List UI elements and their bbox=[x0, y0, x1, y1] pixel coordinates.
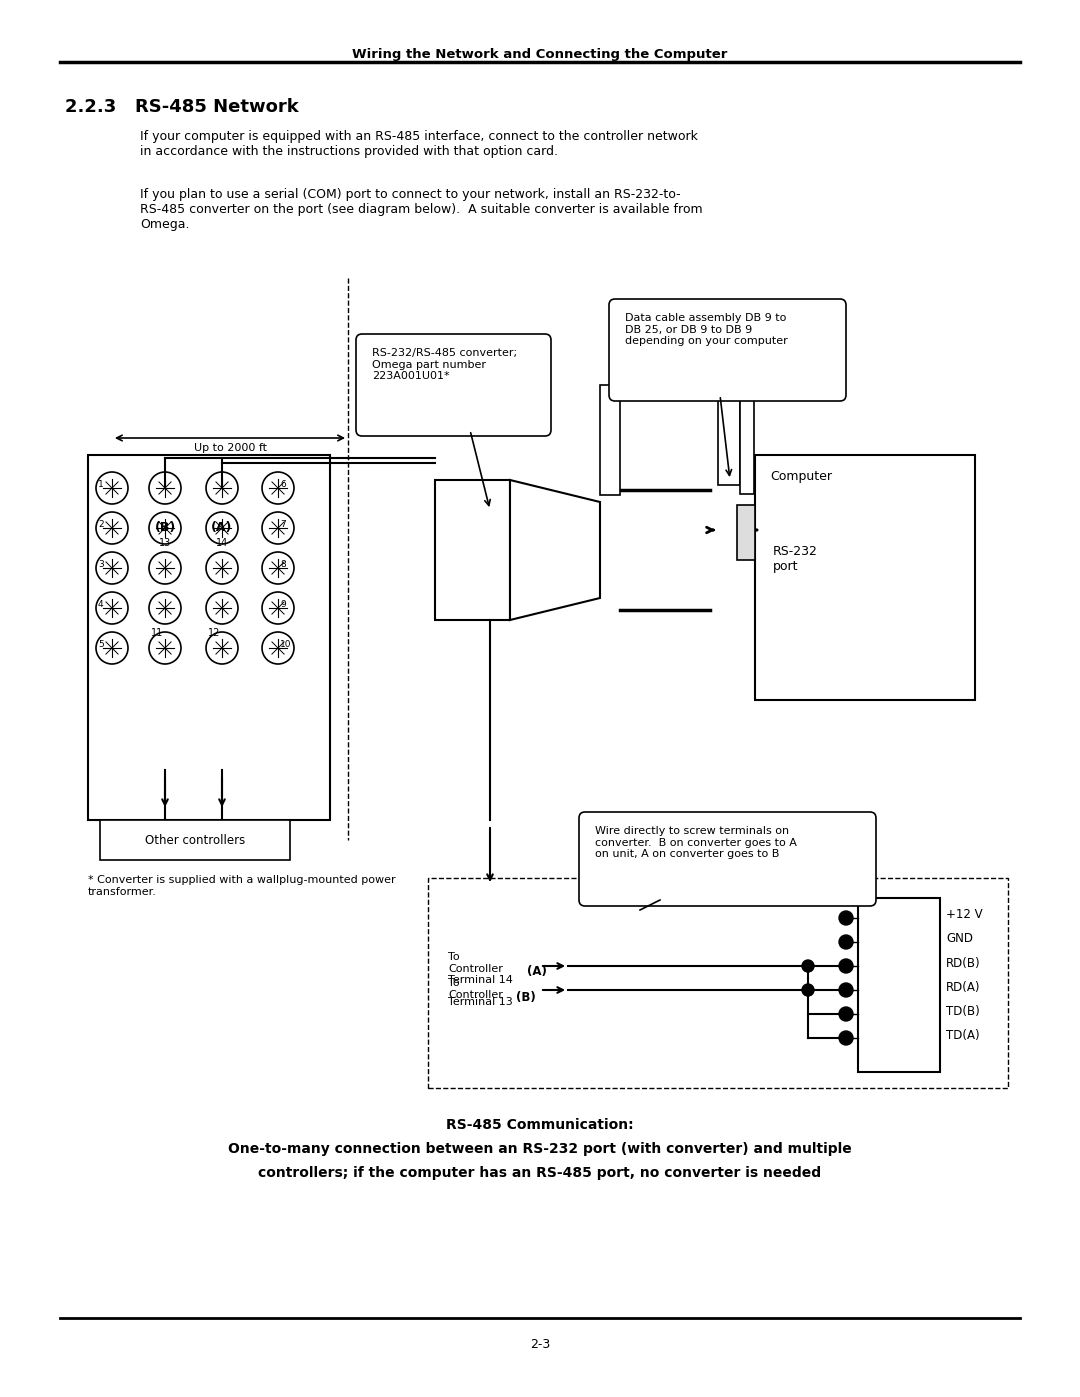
Text: RD(B): RD(B) bbox=[946, 957, 981, 970]
Text: 2-3: 2-3 bbox=[530, 1338, 550, 1351]
Circle shape bbox=[839, 911, 853, 925]
Circle shape bbox=[839, 1031, 853, 1045]
Text: 11: 11 bbox=[151, 629, 163, 638]
Text: TD(B): TD(B) bbox=[946, 1004, 980, 1017]
FancyBboxPatch shape bbox=[740, 381, 754, 495]
Circle shape bbox=[802, 960, 814, 972]
Polygon shape bbox=[510, 481, 600, 620]
Text: Wire directly to screw terminals on
converter.  B on converter goes to A
on unit: Wire directly to screw terminals on conv… bbox=[595, 826, 797, 859]
Circle shape bbox=[839, 958, 853, 972]
Text: One-to-many connection between an RS-232 port (with converter) and multiple: One-to-many connection between an RS-232… bbox=[228, 1141, 852, 1155]
Text: 3: 3 bbox=[98, 560, 104, 569]
Text: 13: 13 bbox=[159, 538, 171, 548]
FancyBboxPatch shape bbox=[579, 812, 876, 907]
Text: To
Controller
Terminal 14: To Controller Terminal 14 bbox=[448, 951, 513, 985]
FancyBboxPatch shape bbox=[755, 455, 975, 700]
FancyBboxPatch shape bbox=[858, 898, 940, 1071]
Text: If your computer is equipped with an RS-485 interface, connect to the controller: If your computer is equipped with an RS-… bbox=[140, 130, 698, 158]
Text: +12 V: +12 V bbox=[946, 908, 983, 922]
Text: RS-232
port: RS-232 port bbox=[773, 545, 818, 573]
Text: GND: GND bbox=[946, 933, 973, 946]
Text: 12: 12 bbox=[207, 629, 220, 638]
FancyBboxPatch shape bbox=[737, 504, 755, 560]
FancyBboxPatch shape bbox=[87, 455, 330, 820]
FancyBboxPatch shape bbox=[609, 299, 846, 401]
FancyBboxPatch shape bbox=[718, 355, 740, 485]
Text: (B): (B) bbox=[516, 990, 536, 1004]
Text: If you plan to use a serial (COM) port to connect to your network, install an RS: If you plan to use a serial (COM) port t… bbox=[140, 189, 703, 231]
Circle shape bbox=[839, 983, 853, 997]
Text: Data cable assembly DB 9 to
DB 25, or DB 9 to DB 9
depending on your computer: Data cable assembly DB 9 to DB 25, or DB… bbox=[625, 313, 787, 346]
Text: * Converter is supplied with a wallplug-mounted power
transformer.: * Converter is supplied with a wallplug-… bbox=[87, 875, 395, 897]
FancyBboxPatch shape bbox=[100, 820, 291, 861]
Text: 1: 1 bbox=[98, 481, 104, 489]
Text: controllers; if the computer has an RS-485 port, no converter is needed: controllers; if the computer has an RS-4… bbox=[258, 1166, 822, 1180]
Text: 14: 14 bbox=[216, 538, 228, 548]
Text: 7: 7 bbox=[280, 520, 286, 529]
Text: 4: 4 bbox=[98, 599, 104, 609]
Text: RS-232/RS-485 converter;
Omega part number
223A001U01*: RS-232/RS-485 converter; Omega part numb… bbox=[372, 348, 517, 381]
Text: 5: 5 bbox=[98, 640, 104, 650]
Text: 2: 2 bbox=[98, 520, 104, 529]
Text: (A): (A) bbox=[212, 521, 232, 535]
Text: Up to 2000 ft: Up to 2000 ft bbox=[193, 443, 267, 453]
Text: (B): (B) bbox=[154, 521, 176, 535]
FancyBboxPatch shape bbox=[428, 877, 1008, 1088]
Text: 8: 8 bbox=[280, 560, 286, 569]
Text: 6: 6 bbox=[280, 481, 286, 489]
Text: To
Controller: To Controller bbox=[448, 978, 503, 1000]
FancyBboxPatch shape bbox=[600, 386, 620, 495]
Text: TD(A): TD(A) bbox=[946, 1028, 980, 1042]
Text: 9: 9 bbox=[280, 599, 286, 609]
Circle shape bbox=[839, 935, 853, 949]
Text: RD(A): RD(A) bbox=[946, 981, 981, 993]
FancyBboxPatch shape bbox=[356, 334, 551, 436]
Text: Wiring the Network and Connecting the Computer: Wiring the Network and Connecting the Co… bbox=[352, 47, 728, 61]
FancyBboxPatch shape bbox=[435, 481, 510, 620]
Text: RS-485 Communication:: RS-485 Communication: bbox=[446, 1118, 634, 1132]
Text: Other controllers: Other controllers bbox=[145, 834, 245, 847]
Text: 2.2.3   RS-485 Network: 2.2.3 RS-485 Network bbox=[65, 98, 299, 116]
Text: (A): (A) bbox=[527, 965, 546, 978]
Text: 10: 10 bbox=[280, 640, 292, 650]
Text: Computer: Computer bbox=[770, 469, 832, 483]
Text: Terminal 13: Terminal 13 bbox=[448, 997, 513, 1007]
Circle shape bbox=[839, 1007, 853, 1021]
Circle shape bbox=[802, 983, 814, 996]
